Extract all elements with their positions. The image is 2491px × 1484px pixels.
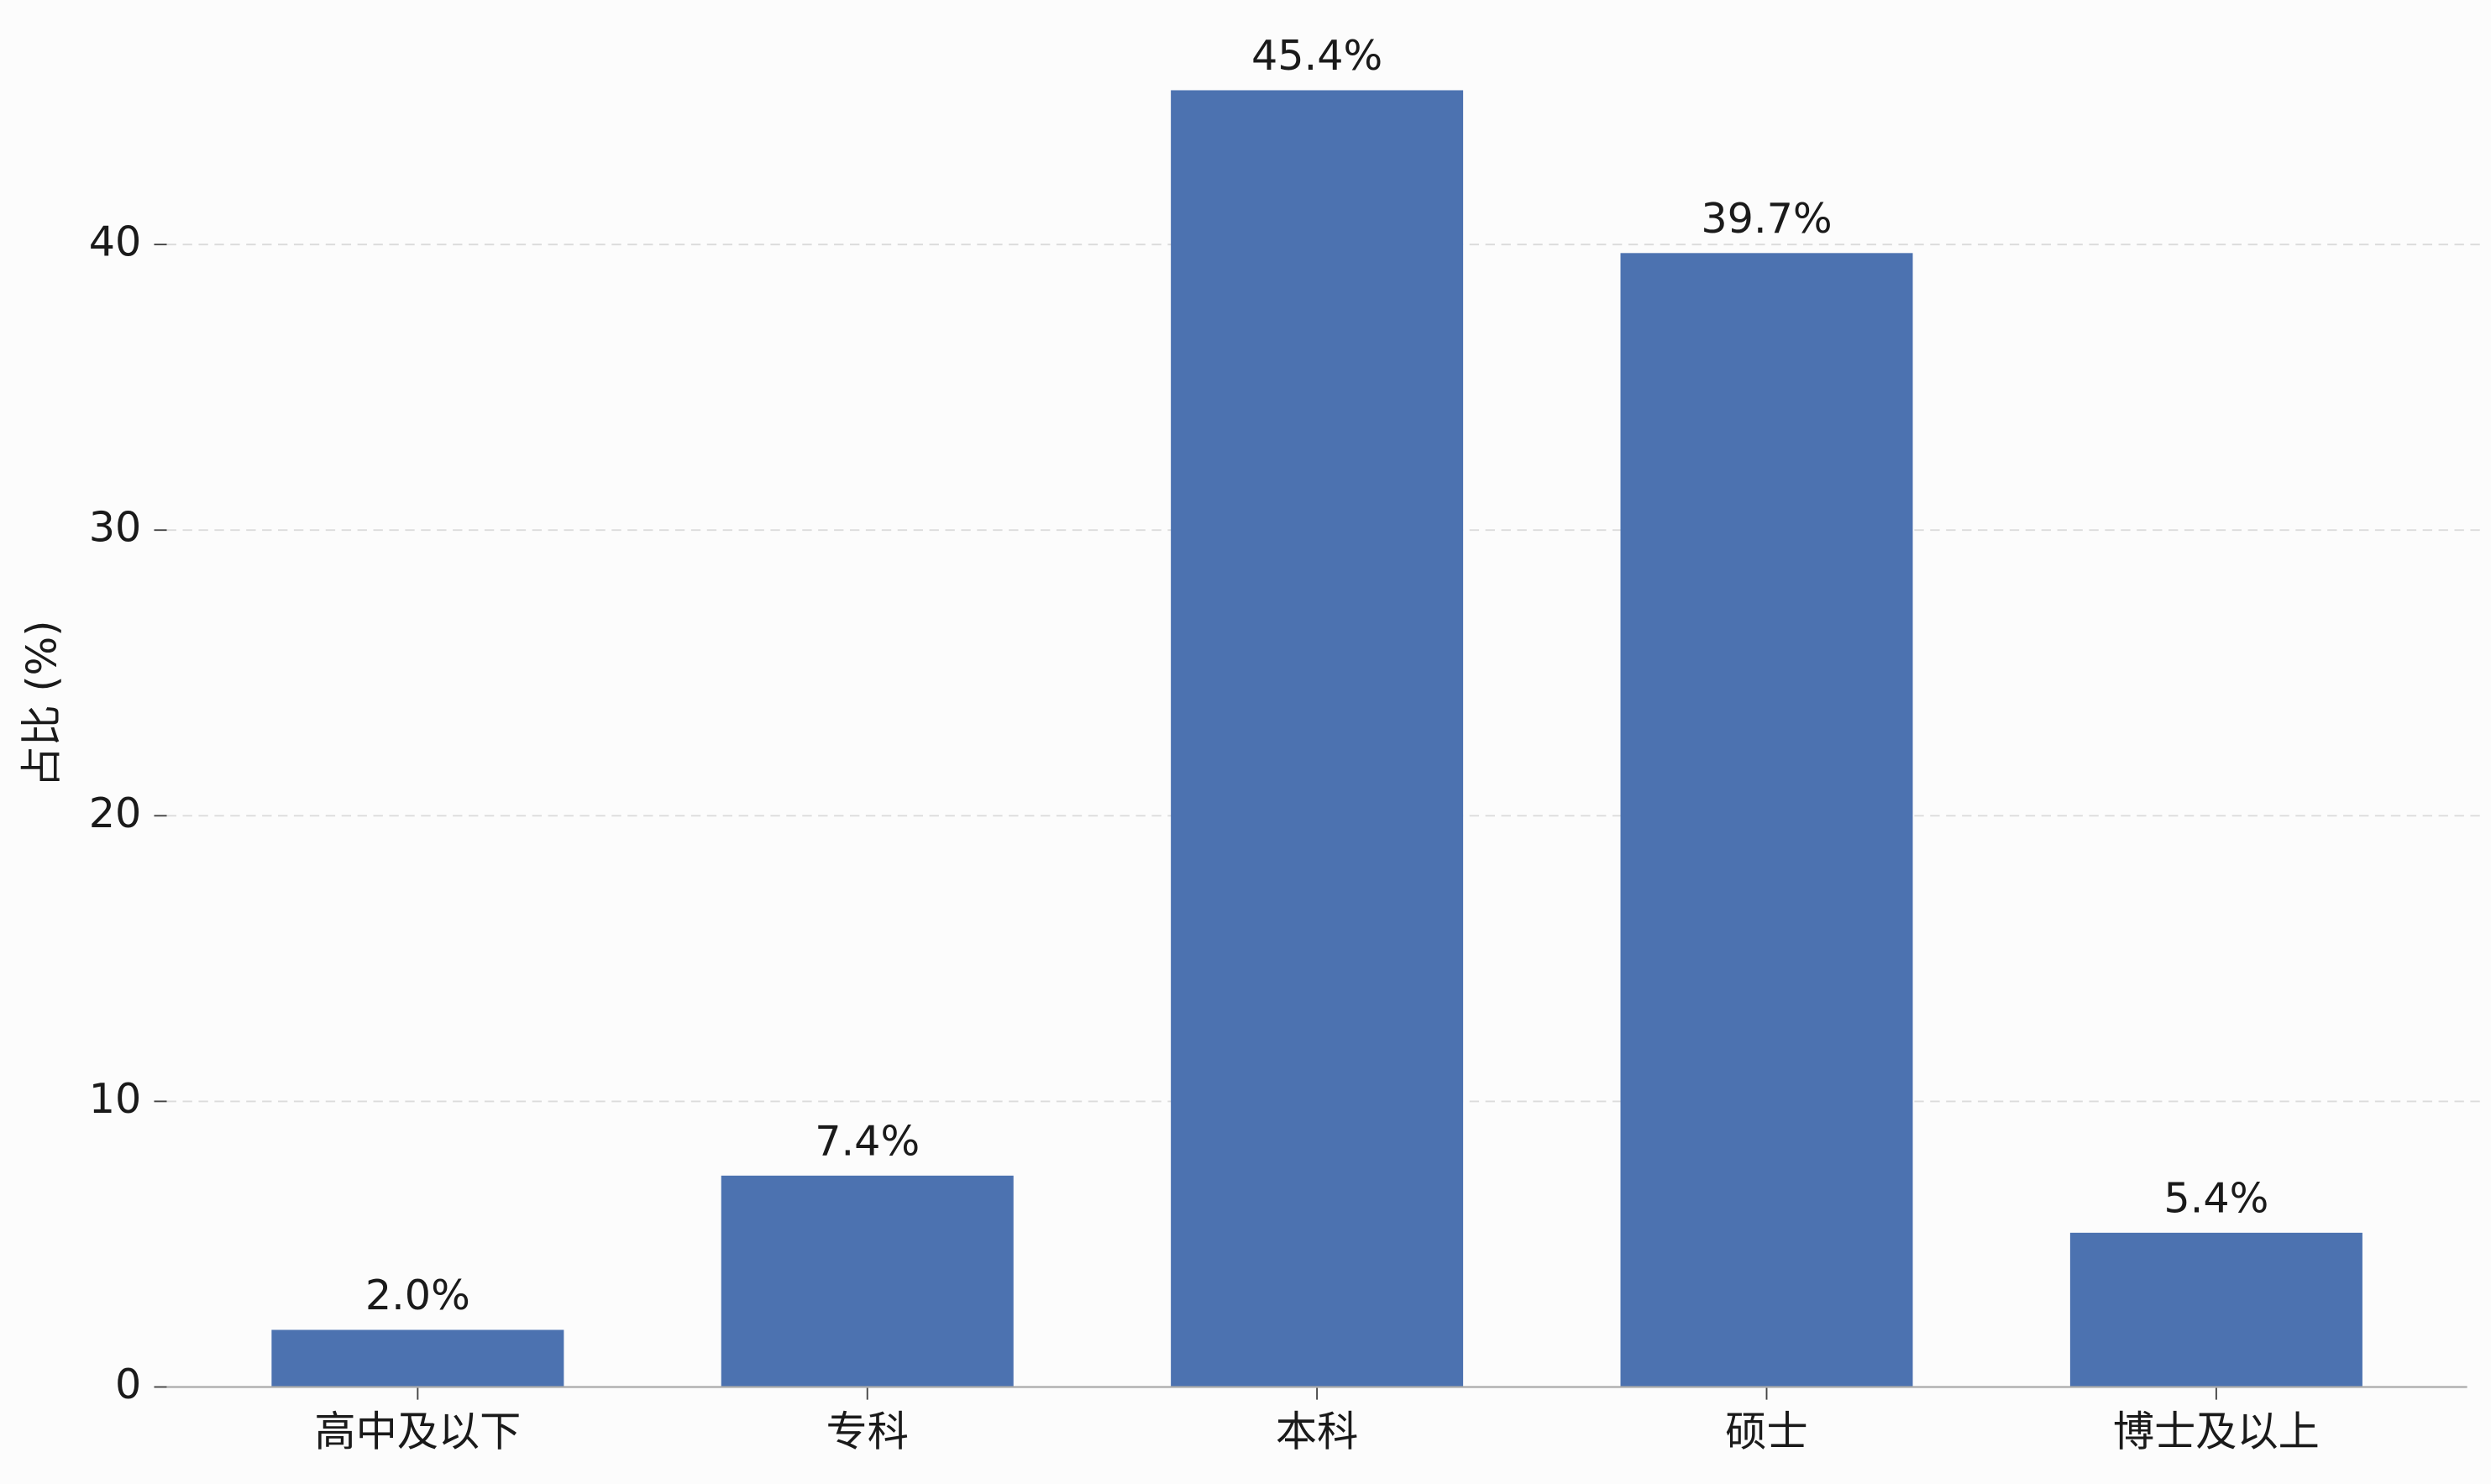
y-tick-label: 10 [89, 1074, 142, 1123]
value-label: 7.4% [815, 1116, 920, 1165]
x-tick-label: 高中及以下 [314, 1408, 521, 1456]
x-tick-label: 专科 [826, 1408, 909, 1456]
value-label: 5.4% [2163, 1174, 2268, 1223]
value-label: 2.0% [365, 1271, 470, 1319]
bar [1620, 253, 1913, 1387]
bar [2069, 1232, 2363, 1387]
bar [721, 1175, 1014, 1387]
value-label: 39.7% [1701, 194, 1832, 243]
x-tick-label: 博士及以上 [2113, 1408, 2320, 1456]
bar [271, 1329, 564, 1387]
x-tick-label: 硕士 [1725, 1408, 1807, 1456]
y-tick-label: 40 [89, 218, 142, 266]
x-tick-label: 本科 [1276, 1408, 1358, 1456]
y-axis-label: 占比 (%) [17, 621, 66, 788]
y-tick-label: 20 [89, 789, 142, 837]
value-label: 45.4% [1251, 31, 1382, 80]
bar [1171, 90, 1464, 1387]
y-tick-label: 0 [115, 1360, 141, 1408]
y-tick-label: 30 [89, 503, 142, 552]
